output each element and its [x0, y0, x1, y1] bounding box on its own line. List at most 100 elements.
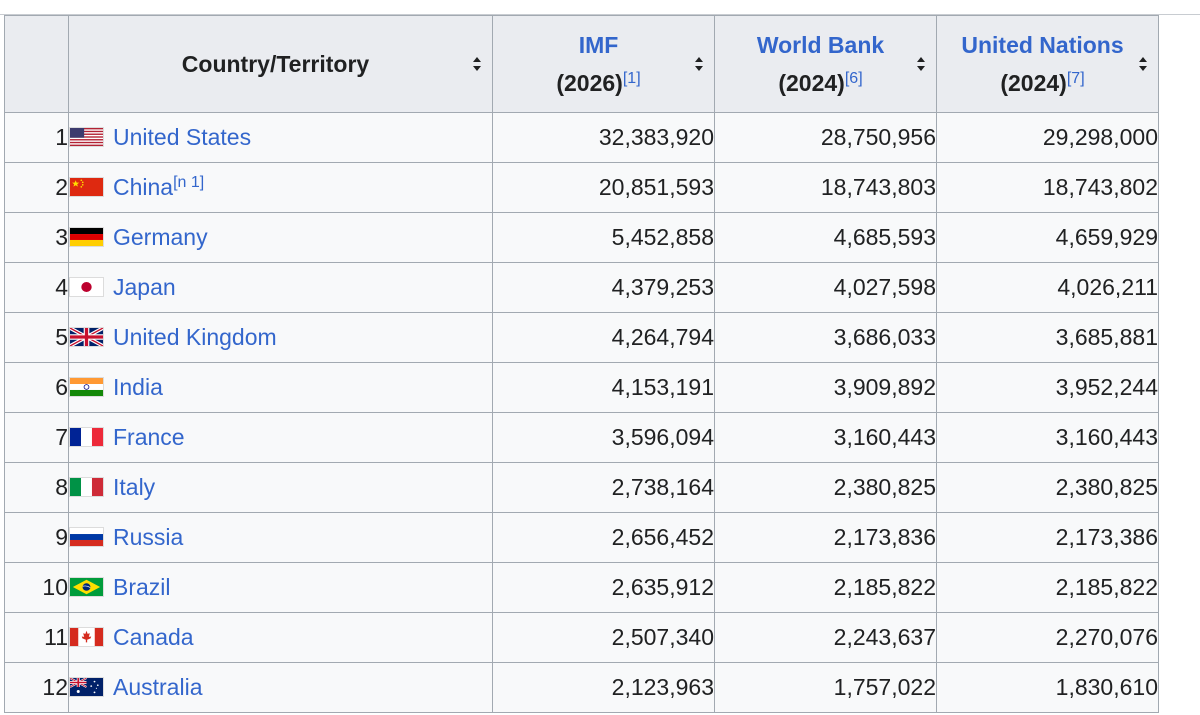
un-header-link[interactable]: United Nations: [961, 32, 1124, 58]
australia-flag-icon[interactable]: [69, 677, 104, 698]
country-link[interactable]: United Kingdom: [113, 324, 277, 350]
country-header[interactable]: Country/Territory: [68, 15, 493, 113]
rank-cell: 11: [4, 612, 69, 663]
germany-flag-icon[interactable]: [69, 227, 104, 248]
country-cell: United Kingdom: [68, 312, 493, 363]
world-bank-value-cell: 2,185,822: [714, 562, 937, 613]
country-cell: China[n 1]: [68, 162, 493, 213]
country-cell: India: [68, 362, 493, 413]
header-row: Country/Territory IMF (2026)[1] World Ba…: [4, 15, 1159, 113]
un-value-cell: 4,659,929: [936, 212, 1159, 263]
country-cell: Russia: [68, 512, 493, 563]
russia-flag-icon[interactable]: [69, 527, 104, 548]
un-value-cell: 1,830,610: [936, 662, 1159, 713]
world-bank-header-year: (2024): [778, 70, 845, 96]
un-ref-link[interactable]: [7]: [1066, 70, 1085, 87]
footnote-link[interactable]: [n 1]: [173, 174, 205, 191]
world-bank-header[interactable]: World Bank (2024)[6]: [714, 15, 937, 113]
country-cell: United States: [68, 112, 493, 163]
world-bank-value-cell: 4,685,593: [714, 212, 937, 263]
country-cell: Germany: [68, 212, 493, 263]
rank-cell: 12: [4, 662, 69, 713]
un-value-cell: 2,185,822: [936, 562, 1159, 613]
country-header-label: Country/Territory: [181, 51, 370, 77]
un-value-cell: 4,026,211: [936, 262, 1159, 313]
imf-value-cell: 2,123,963: [492, 662, 715, 713]
un-value-cell: 3,160,443: [936, 412, 1159, 463]
world-bank-value-cell: 2,173,836: [714, 512, 937, 563]
world-bank-value-cell: 3,160,443: [714, 412, 937, 463]
un-value-cell: 2,380,825: [936, 462, 1159, 513]
table-row: 12 Australia 2,123,963 1,757,022 1,830,610: [4, 662, 1159, 713]
country-cell: Japan: [68, 262, 493, 313]
world-bank-value-cell: 2,243,637: [714, 612, 937, 663]
imf-ref-link[interactable]: [1]: [622, 70, 641, 87]
country-cell: France: [68, 412, 493, 463]
world-bank-value-cell: 18,743,803: [714, 162, 937, 213]
gdp-table: Country/Territory IMF (2026)[1] World Ba…: [4, 15, 1159, 713]
un-header-year: (2024): [1000, 70, 1067, 96]
table-row: 5 United Kingdom 4,264,794 3,686,033 3,685,8…: [4, 312, 1159, 363]
imf-header-link[interactable]: IMF: [578, 32, 619, 58]
un-value-cell: 3,952,244: [936, 362, 1159, 413]
un-value-cell: 3,685,881: [936, 312, 1159, 363]
table-row: 8 Italy 2,738,164 2,380,825 2,380,825: [4, 462, 1159, 513]
imf-value-cell: 2,635,912: [492, 562, 715, 613]
imf-value-cell: 4,379,253: [492, 262, 715, 313]
china-flag-icon[interactable]: [69, 177, 104, 198]
country-link[interactable]: India: [113, 374, 163, 400]
india-flag-icon[interactable]: [69, 377, 104, 398]
sort-icon[interactable]: [694, 56, 704, 72]
rank-header: [4, 15, 69, 113]
uk-flag-icon[interactable]: [69, 327, 104, 348]
country-link[interactable]: Russia: [113, 524, 184, 550]
country-link[interactable]: Australia: [113, 674, 203, 700]
table-row: 7 France 3,596,094 3,160,443 3,160,443: [4, 412, 1159, 463]
country-link[interactable]: China: [113, 174, 174, 200]
rank-cell: 3: [4, 212, 69, 263]
imf-value-cell: 4,153,191: [492, 362, 715, 413]
imf-value-cell: 2,656,452: [492, 512, 715, 563]
country-link[interactable]: Italy: [113, 474, 156, 500]
country-cell: Brazil: [68, 562, 493, 613]
world-bank-value-cell: 3,909,892: [714, 362, 937, 413]
country-link[interactable]: United States: [113, 124, 252, 150]
rank-cell: 6: [4, 362, 69, 413]
country-cell: Italy: [68, 462, 493, 513]
us-flag-icon[interactable]: [69, 127, 104, 148]
imf-value-cell: 2,507,340: [492, 612, 715, 663]
sort-icon[interactable]: [1138, 56, 1148, 72]
un-value-cell: 18,743,802: [936, 162, 1159, 213]
canada-flag-icon[interactable]: [69, 627, 104, 648]
brazil-flag-icon[interactable]: [69, 577, 104, 598]
rank-cell: 8: [4, 462, 69, 513]
rank-cell: 2: [4, 162, 69, 213]
table-row: 6 India 4,153,191 3,909,892 3,952,244: [4, 362, 1159, 413]
imf-value-cell: 3,596,094: [492, 412, 715, 463]
country-link[interactable]: France: [113, 424, 185, 450]
imf-header[interactable]: IMF (2026)[1]: [492, 15, 715, 113]
sort-icon[interactable]: [916, 56, 926, 72]
table-row: 2 China[n 1] 20,851,593 18,743,803 18,743,80…: [4, 162, 1159, 213]
country-link[interactable]: Canada: [113, 624, 194, 650]
country-link[interactable]: Germany: [113, 224, 208, 250]
un-header[interactable]: United Nations (2024)[7]: [936, 15, 1159, 113]
world-bank-ref-link[interactable]: [6]: [844, 70, 863, 87]
sort-icon[interactable]: [472, 56, 482, 72]
japan-flag-icon[interactable]: [69, 277, 104, 298]
world-bank-value-cell: 2,380,825: [714, 462, 937, 513]
world-bank-header-link[interactable]: World Bank: [756, 32, 885, 58]
country-link[interactable]: Japan: [113, 274, 176, 300]
un-value-cell: 2,173,386: [936, 512, 1159, 563]
rank-cell: 9: [4, 512, 69, 563]
country-cell: Australia: [68, 662, 493, 713]
france-flag-icon[interactable]: [69, 427, 104, 448]
rank-cell: 1: [4, 112, 69, 163]
country-link[interactable]: Brazil: [113, 574, 171, 600]
table-row: 10 Brazil 2,635,912 2,185,822 2,185,822: [4, 562, 1159, 613]
un-value-cell: 29,298,000: [936, 112, 1159, 163]
italy-flag-icon[interactable]: [69, 477, 104, 498]
top-divider: [0, 14, 1200, 15]
table-body: 1 United States 32,383,920 28,750,956 29,298…: [4, 112, 1159, 713]
table-row: 4 Japan 4,379,253 4,027,598 4,026,211: [4, 262, 1159, 313]
